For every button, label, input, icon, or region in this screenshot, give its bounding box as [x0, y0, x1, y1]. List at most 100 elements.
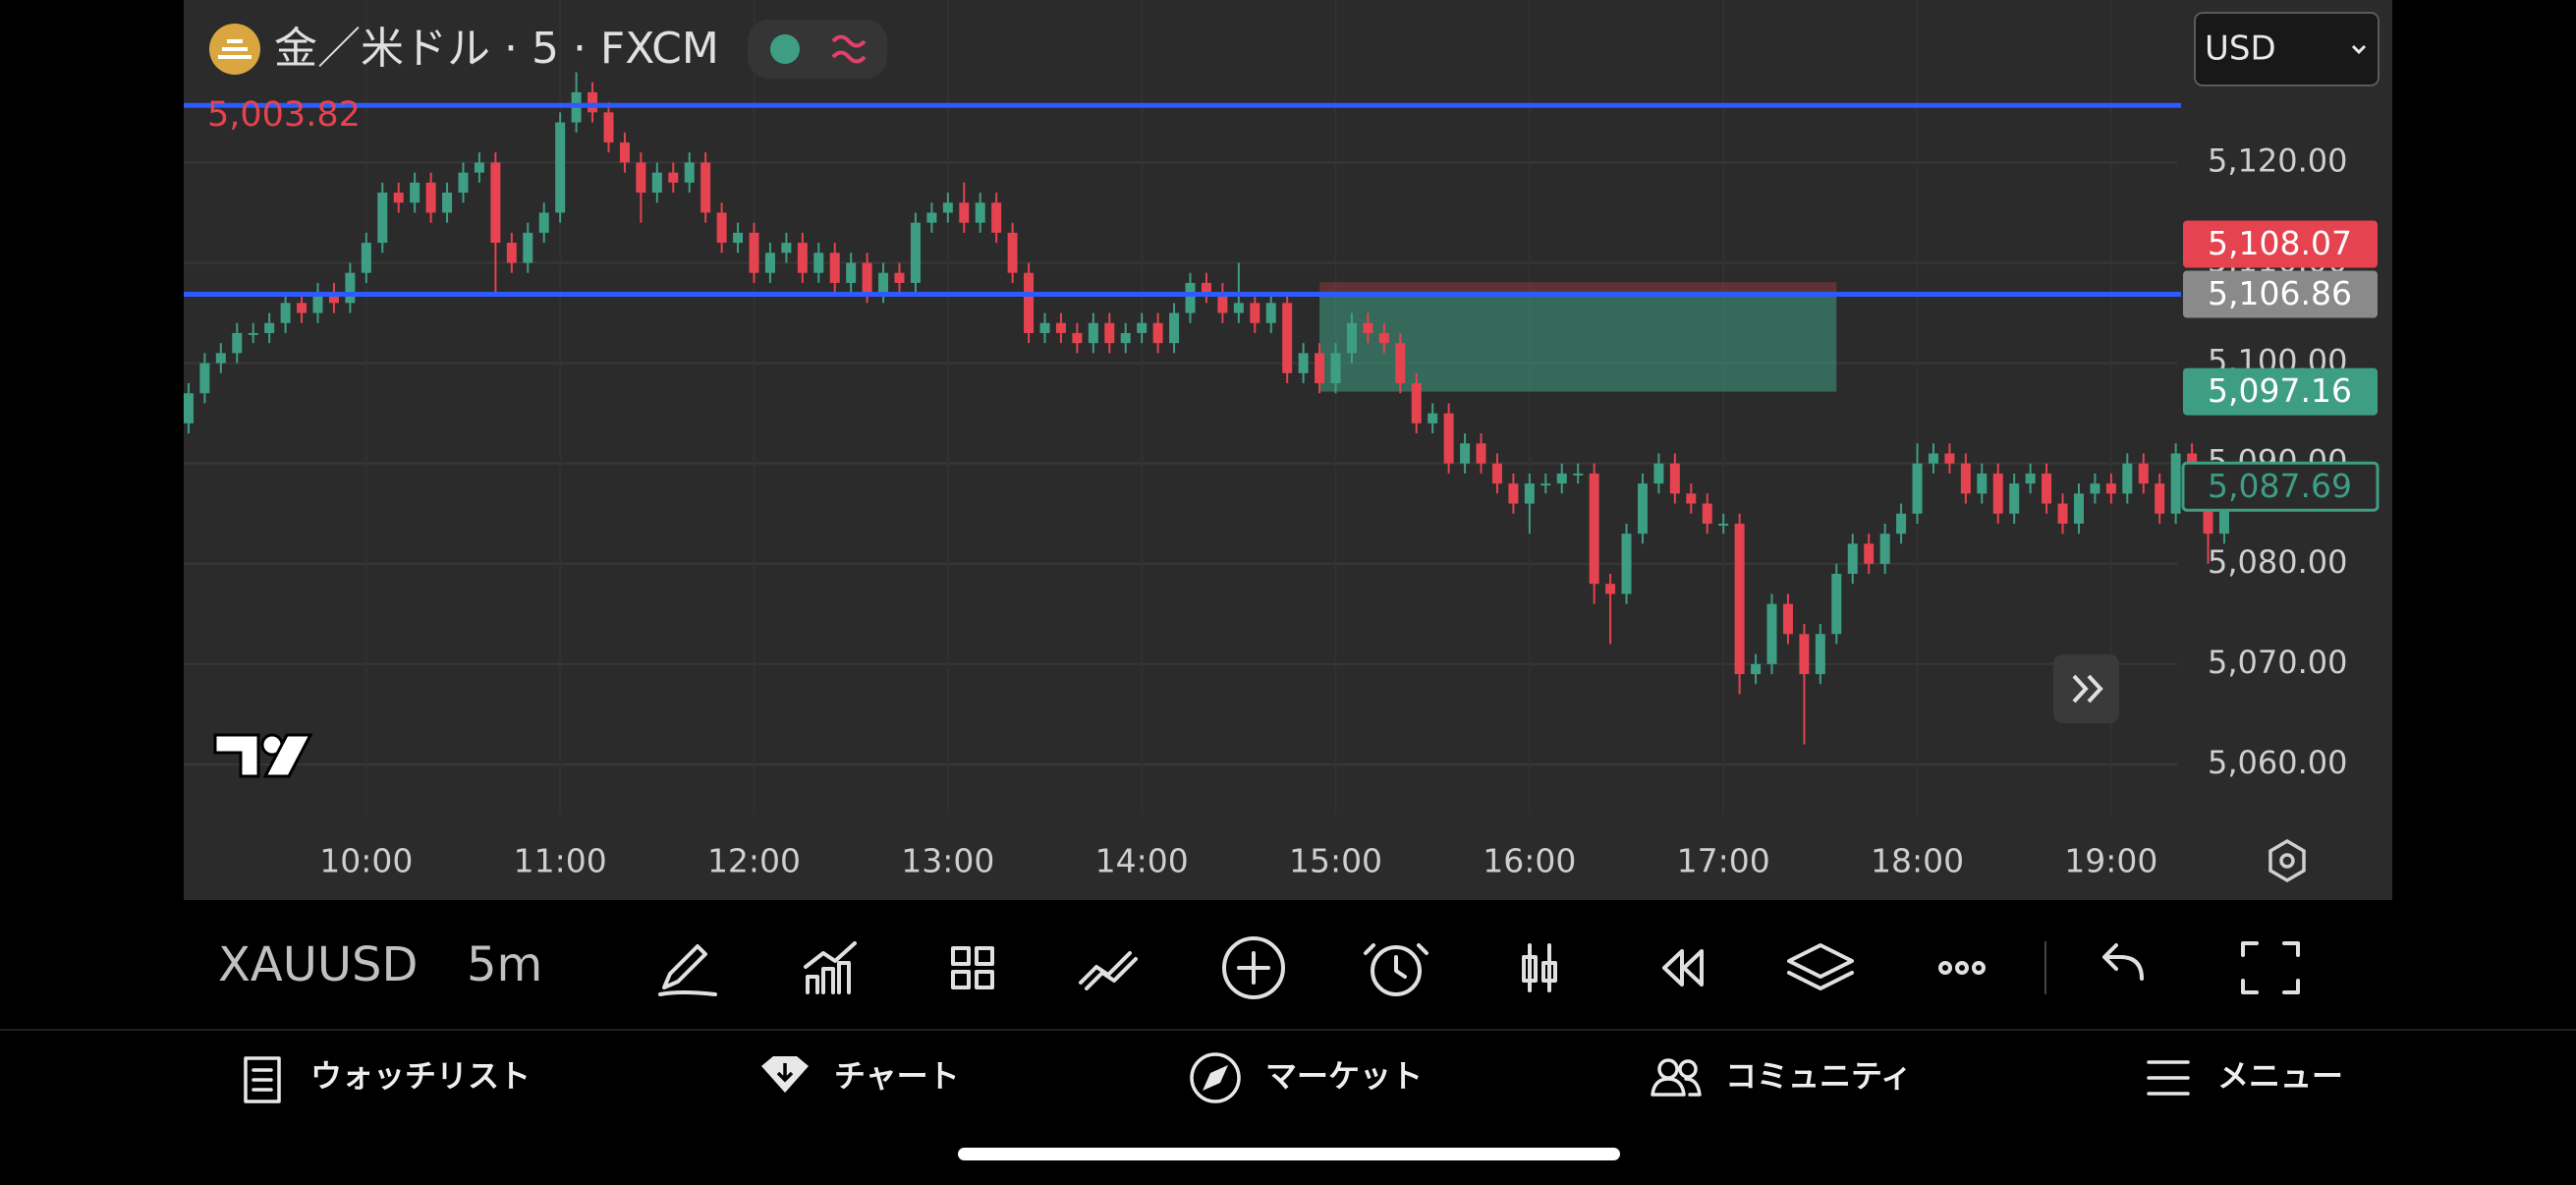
x-tick-label: 19:00 [2064, 842, 2157, 880]
fullscreen-icon[interactable] [2241, 941, 2300, 994]
compare-icon[interactable] [1079, 951, 1138, 990]
price-badge [2183, 367, 2378, 416]
candle-body [991, 202, 1002, 233]
symbol-icon-bars [218, 39, 252, 59]
candle-body [393, 193, 404, 203]
candle-body [1104, 322, 1115, 344]
candle-body [959, 202, 970, 223]
add-icon[interactable] [1222, 936, 1285, 999]
candle-body [1799, 634, 1810, 675]
legend-price: 5,003.82 [207, 95, 361, 135]
candle-body [1282, 303, 1293, 373]
chevron [2351, 44, 2367, 55]
candle-body [1330, 353, 1341, 384]
currency-select[interactable] [2194, 12, 2380, 86]
price-badge-label: 5,108.07 [2208, 224, 2352, 262]
price-badge-label: 5,106.86 [2208, 274, 2352, 312]
menu-icon[interactable] [2147, 1060, 2190, 1096]
candle-body [716, 212, 727, 244]
markets-icon[interactable] [1190, 1052, 1241, 1103]
candle-body [862, 262, 872, 294]
currency-label: USD [2205, 29, 2276, 69]
candle-body [1992, 473, 2003, 514]
candle-body [1540, 483, 1551, 486]
candle-body [975, 202, 985, 223]
candle-body [1411, 383, 1422, 423]
nav-label[interactable]: ウォッチリスト [310, 1057, 531, 1095]
x-tick-label: 15:00 [1289, 842, 1382, 880]
candle-body [474, 162, 484, 173]
candle-body [1928, 453, 1938, 464]
candle-body [506, 243, 517, 263]
candle-body [1573, 473, 1584, 476]
tradingview-logo [213, 733, 313, 778]
chevrons [2072, 674, 2103, 704]
candle-body [2170, 453, 2181, 514]
candle-body [1637, 483, 1648, 535]
candle-body [2057, 503, 2068, 524]
x-tick-label: 12:00 [707, 842, 801, 880]
draw-icon[interactable] [658, 944, 717, 996]
price-badge [2181, 461, 2380, 512]
undo-icon[interactable] [2102, 943, 2144, 981]
candle-body [410, 182, 420, 203]
candle-body [1039, 322, 1050, 333]
indicator-icon[interactable] [804, 941, 857, 994]
candle-body [377, 193, 388, 244]
bar-style-icon[interactable] [1522, 943, 1557, 992]
nav-label[interactable]: コミュニティ [1725, 1057, 1912, 1095]
candle-body [603, 112, 614, 142]
y-tick-label: 5,060.00 [2208, 744, 2348, 781]
candle-body [1346, 322, 1357, 354]
candle-body [2025, 473, 2036, 484]
candle-body [1233, 303, 1244, 313]
candle-body [1298, 353, 1309, 373]
candle-body [1944, 453, 1955, 464]
candle-body [1152, 322, 1163, 344]
nav-label[interactable]: マーケット [1265, 1057, 1423, 1095]
candle-body [1476, 443, 1486, 464]
layout-icon[interactable] [951, 946, 994, 989]
candle-body [1864, 543, 1875, 564]
layers-icon[interactable] [1787, 943, 1854, 990]
candle-body [733, 232, 744, 244]
alert-icon[interactable] [1371, 945, 1422, 996]
candle-body [2042, 473, 2052, 504]
status-pill[interactable] [748, 20, 887, 79]
watchlist-icon[interactable] [244, 1056, 281, 1103]
x-tick-label: 13:00 [901, 842, 994, 880]
candle-body [668, 172, 679, 183]
candle-body [829, 253, 840, 283]
candle-body [797, 243, 808, 273]
replay-icon[interactable] [1662, 949, 1704, 987]
candle-body [1217, 293, 1228, 313]
nav-label[interactable]: チャート [834, 1057, 960, 1095]
y-tick-label: 5,120.00 [2208, 141, 2348, 179]
toolbar-interval[interactable]: 5m [467, 937, 542, 992]
candle-body [1589, 473, 1599, 585]
nav-label[interactable]: メニュー [2217, 1057, 2343, 1095]
x-tick-label: 10:00 [319, 842, 413, 880]
candle-body [749, 232, 759, 273]
candle-body [2009, 483, 2020, 514]
candle-body [1250, 303, 1260, 323]
symbol-title[interactable]: 金／米ドル · 5 · FXCM [274, 24, 719, 74]
candle-body [1896, 513, 1907, 535]
candle-body [442, 193, 453, 213]
more-icon[interactable] [1938, 961, 1952, 975]
candle-body [926, 212, 937, 223]
toolbar-icons [658, 936, 2300, 999]
toolbar-symbol[interactable]: XAUUSD [218, 937, 418, 992]
candle-body [1055, 322, 1066, 333]
market-open-dot [770, 34, 800, 64]
candle-body [297, 303, 308, 313]
settings-icon[interactable] [2268, 838, 2306, 883]
position-target-zone [1319, 294, 1837, 392]
candle-body [328, 293, 339, 304]
candle-body [458, 172, 469, 194]
candle-body [1120, 332, 1131, 344]
candle-body [1556, 473, 1567, 484]
bottom-nav: ウォッチリスト チャート マーケット コミュニティ メニュー [244, 1052, 2343, 1103]
candle-body [1815, 634, 1825, 675]
